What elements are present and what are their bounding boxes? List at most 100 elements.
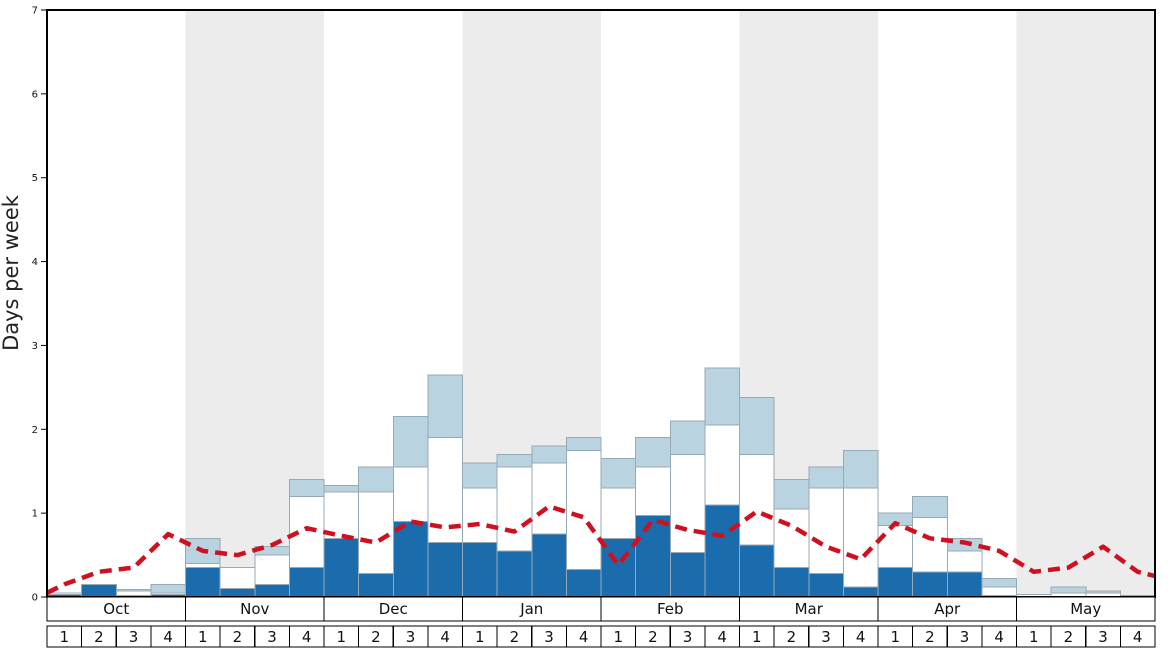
bar-segment-dark-blue (288, 567, 325, 598)
month-background-bands (185, 10, 1155, 597)
bar-segment-light-blue (150, 583, 186, 594)
week-label: 2 (94, 628, 104, 646)
bar-segment-dark-blue (219, 588, 256, 598)
week-label: 1 (475, 628, 485, 646)
week-label: 3 (683, 628, 693, 646)
bar-segment-light-blue (981, 578, 1017, 588)
bar-segment-white (531, 462, 567, 535)
week-label: 1 (614, 628, 624, 646)
bar-segment-light-blue (635, 437, 671, 468)
bar-segment-white (842, 487, 879, 588)
x-axis: Oct 1 2 3 4 Nov 1 2 3 4 Dec 1 2 3 4 Jan 1 2 3 4 Feb 1 2 3 4 Mar 1 2… (46, 596, 1156, 648)
month-cell-jan (461, 596, 602, 622)
month-label-apr: Apr (934, 600, 961, 618)
week-label: 4 (440, 628, 450, 646)
week-label: 4 (717, 628, 727, 646)
bar-segment-white (912, 516, 948, 573)
week-label: 1 (337, 628, 347, 646)
week-label: 2 (510, 628, 520, 646)
bar-segment-white (254, 554, 290, 585)
month-label-nov: Nov (240, 600, 269, 618)
bar-segment-light-blue (496, 453, 533, 468)
bar-segment-light-blue (531, 445, 567, 464)
bar-segment-dark-blue (739, 544, 775, 598)
bar-segment-light-blue (1085, 590, 1121, 594)
bar-segment-light-blue (842, 449, 879, 489)
month-label-dec: Dec (379, 600, 408, 618)
bar-segment-light-blue (600, 458, 637, 489)
band-may (1016, 10, 1155, 597)
bar-segment-light-blue (427, 374, 463, 439)
bar-segment-dark-blue (669, 552, 706, 598)
bar-segment-light-blue (808, 466, 844, 489)
week-label: 1 (1029, 628, 1039, 646)
y-tick-label: 1 (32, 509, 38, 520)
week-label: 4 (163, 628, 173, 646)
bar-segment-light-blue (739, 396, 775, 455)
bar-segment-dark-blue (635, 515, 671, 598)
month-cell-oct (46, 596, 187, 622)
week-label: 4 (579, 628, 589, 646)
week-cell (1119, 625, 1156, 648)
y-axis-title: Days per week (0, 194, 23, 351)
bar-segment-dark-blue (81, 583, 117, 598)
bar-segment-light-blue (669, 420, 706, 455)
bar-segment-white (981, 586, 1017, 596)
week-label: 1 (891, 628, 901, 646)
week-label: 2 (648, 628, 658, 646)
bar-segment-white (739, 453, 775, 546)
bar-segment-dark-blue (912, 571, 948, 598)
week-label: 2 (787, 628, 797, 646)
week-label: 2 (925, 628, 935, 646)
bar-segment-white (635, 466, 671, 517)
month-label-oct: Oct (103, 600, 129, 618)
bar-segment-light-blue (462, 462, 498, 489)
week-label: 3 (129, 628, 139, 646)
bar-segment-white (185, 562, 221, 569)
week-label: 1 (198, 628, 208, 646)
bar-segment-white (392, 466, 429, 523)
bar-segment-light-blue (323, 484, 360, 493)
y-tick-label: 0 (32, 593, 38, 604)
bar-segment-light-blue (358, 466, 394, 493)
week-label: 4 (994, 628, 1004, 646)
bar-segment-light-blue (288, 479, 325, 497)
bar-segment-light-blue (704, 367, 740, 426)
bar-segment-dark-blue (877, 567, 914, 598)
bar-segment-white (946, 550, 983, 573)
bar-segment-dark-blue (185, 567, 221, 598)
month-cell-feb (600, 596, 741, 622)
y-tick-label: 7 (32, 6, 38, 17)
bar-segment-light-blue (912, 495, 948, 518)
bar-segment-light-blue (1050, 586, 1087, 594)
week-label: 3 (1098, 628, 1108, 646)
bar-segment-white (600, 487, 637, 539)
month-label-jan: Jan (519, 600, 543, 618)
red-dashed-line (46, 504, 1156, 595)
bar-segment-white (808, 487, 844, 575)
week-label: 3 (544, 628, 554, 646)
week-label: 1 (60, 628, 70, 646)
bar-segment-dark-blue (323, 537, 360, 598)
bar-segment-light-blue (773, 479, 810, 510)
week-label: 1 (752, 628, 762, 646)
week-label: 4 (856, 628, 866, 646)
bar-segment-light-blue (392, 416, 429, 468)
bar-segment-dark-blue (427, 541, 463, 598)
bar-segment-dark-blue (254, 583, 290, 598)
bar-segment-dark-blue (842, 586, 879, 598)
week-label: 3 (267, 628, 277, 646)
bar-segment-dark-blue (946, 571, 983, 598)
bar-segment-white (704, 424, 740, 506)
week-label: 2 (1064, 628, 1074, 646)
week-label: 4 (302, 628, 312, 646)
bar-segment-white (219, 567, 256, 590)
y-tick-label: 2 (32, 425, 38, 436)
bar-segment-light-blue (565, 437, 602, 451)
month-label-mar: Mar (795, 600, 824, 618)
bar-segment-dark-blue (808, 573, 844, 598)
bar-segment-dark-blue (704, 504, 740, 598)
bar-segment-white (462, 487, 498, 543)
